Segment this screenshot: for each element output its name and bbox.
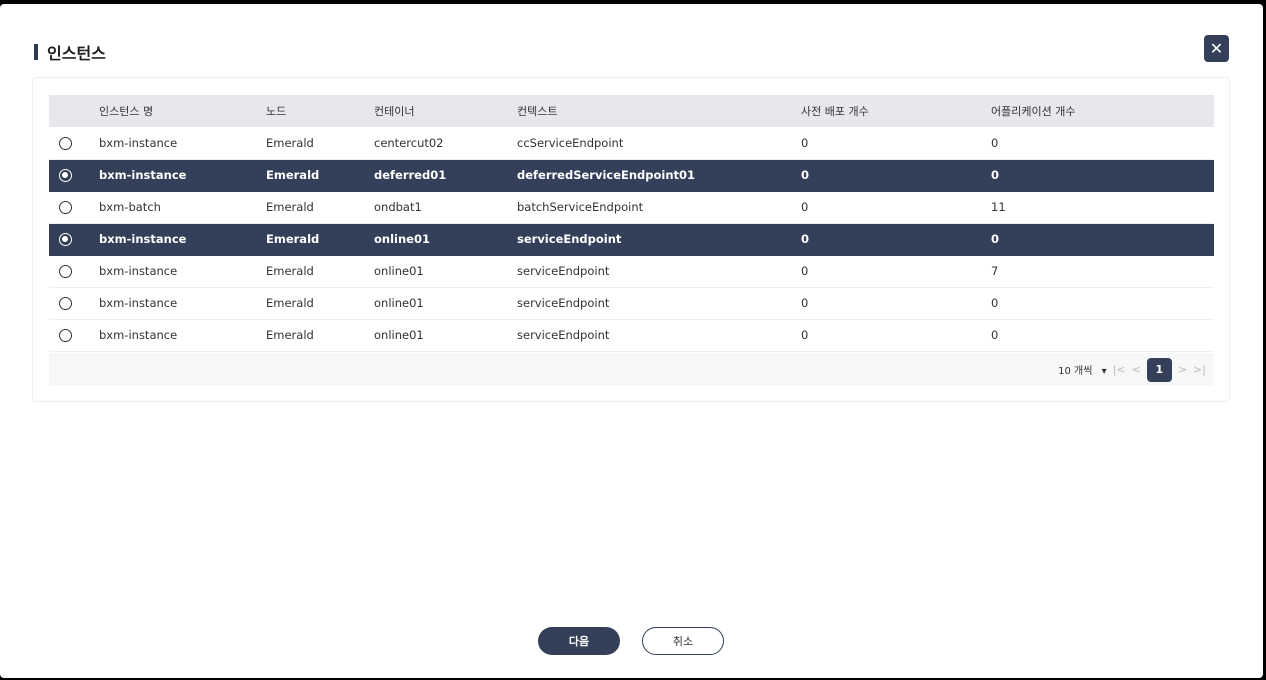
cell-node: Emerald [266,159,374,192]
cell-context: batchServiceEndpoint [517,191,801,224]
page-size-select[interactable]: 10 개씩 ▾ [1058,362,1107,377]
caret-down-icon: ▾ [1101,366,1107,377]
cell-instance-name: bxm-instance [99,159,266,192]
last-page-icon[interactable]: >| [1193,363,1206,376]
title-text: 인스턴스 [47,44,106,63]
cell-container: ondbat1 [374,191,517,224]
radio-button[interactable] [59,265,72,278]
cell-predeploy-count: 0 [801,191,991,224]
instance-table: 인스턴스 명 노드 컨테이너 컨텍스트 사전 배포 개수 어플리케이션 개수 b… [49,95,1214,352]
cancel-button[interactable]: 취소 [642,627,724,655]
radio-cell[interactable] [49,319,99,352]
cell-predeploy-count: 0 [801,255,991,288]
cell-app-count: 0 [991,159,1214,192]
radio-cell[interactable] [49,287,99,320]
cell-node: Emerald [266,255,374,288]
title-bar [34,44,38,60]
radio-button[interactable] [59,297,72,310]
cell-predeploy-count: 0 [801,159,991,192]
header-instance-name: 인스턴스 명 [99,95,266,127]
radio-cell[interactable] [49,159,99,192]
prev-page-icon[interactable]: < [1131,363,1141,376]
cell-app-count: 11 [991,191,1214,224]
pagination: 10 개씩 ▾ |< < 1 > >| [49,353,1214,386]
first-page-icon[interactable]: |< [1112,363,1126,376]
page-size-label: 10 개씩 [1058,366,1093,377]
cell-context: serviceEndpoint [517,255,801,288]
radio-button[interactable] [59,169,72,182]
cell-node: Emerald [266,127,374,160]
cell-instance-name: bxm-instance [99,255,266,288]
cell-instance-name: bxm-instance [99,223,266,256]
table-header: 인스턴스 명 노드 컨테이너 컨텍스트 사전 배포 개수 어플리케이션 개수 [49,95,1214,127]
header-node: 노드 [266,95,374,127]
cell-container: centercut02 [374,127,517,160]
cell-context: serviceEndpoint [517,319,801,352]
cell-instance-name: bxm-batch [99,191,266,224]
cell-context: deferredServiceEndpoint01 [517,159,801,192]
cell-container: deferred01 [374,159,517,192]
cell-container: online01 [374,255,517,288]
dialog-title: 인스턴스 [34,40,106,64]
header-predeploy-count: 사전 배포 개수 [801,95,991,127]
cell-predeploy-count: 0 [801,223,991,256]
cell-context: ccServiceEndpoint [517,127,801,160]
table-row[interactable]: bxm-instance Emerald centercut02 ccServiceE… [49,127,1214,160]
table-row[interactable]: bxm-instance Emerald online01 serviceEndpoi… [49,319,1214,352]
radio-button[interactable] [59,201,72,214]
header-select [49,95,99,127]
table-row[interactable]: bxm-batch Emerald ondbat1 batchServiceEndpo… [49,191,1214,224]
cell-predeploy-count: 0 [801,127,991,160]
cell-container: online01 [374,319,517,352]
radio-cell[interactable] [49,223,99,256]
table-row[interactable]: bxm-instance Emerald online01 serviceEndpoi… [49,287,1214,320]
close-icon: ✕ [1209,39,1224,58]
instance-dialog: 인스턴스 ✕ 인스턴스 명 노드 컨테이너 컨텍스트 사전 배포 개수 어플리케… [0,4,1263,678]
radio-cell[interactable] [49,127,99,160]
cell-container: online01 [374,223,517,256]
cell-node: Emerald [266,287,374,320]
radio-cell[interactable] [49,255,99,288]
cell-context: serviceEndpoint [517,223,801,256]
table-row[interactable]: bxm-instance Emerald deferred01 deferredSer… [49,159,1214,192]
radio-cell[interactable] [49,191,99,224]
cell-app-count: 7 [991,255,1214,288]
cell-container: online01 [374,287,517,320]
cell-predeploy-count: 0 [801,287,991,320]
header-container: 컨테이너 [374,95,517,127]
table-row[interactable]: bxm-instance Emerald online01 serviceEndpoi… [49,223,1214,256]
cell-node: Emerald [266,191,374,224]
next-button[interactable]: 다음 [538,627,620,655]
cell-app-count: 0 [991,223,1214,256]
cell-instance-name: bxm-instance [99,127,266,160]
cell-app-count: 0 [991,287,1214,320]
next-page-icon[interactable]: > [1177,363,1188,376]
cell-app-count: 0 [991,127,1214,160]
cell-app-count: 0 [991,319,1214,352]
cell-instance-name: bxm-instance [99,287,266,320]
close-button[interactable]: ✕ [1204,35,1229,62]
cell-instance-name: bxm-instance [99,319,266,352]
header-context: 컨텍스트 [517,95,801,127]
radio-button[interactable] [59,136,72,150]
cell-predeploy-count: 0 [801,319,991,352]
table-row[interactable]: bxm-instance Emerald online01 serviceEndpoi… [49,255,1214,288]
cell-node: Emerald [266,319,374,352]
cell-context: serviceEndpoint [517,287,801,320]
radio-button[interactable] [59,329,72,342]
header-app-count: 어플리케이션 개수 [991,95,1214,127]
instance-table-card: 인스턴스 명 노드 컨테이너 컨텍스트 사전 배포 개수 어플리케이션 개수 b… [32,77,1230,402]
cell-node: Emerald [266,223,374,256]
page-1-button[interactable]: 1 [1146,357,1172,382]
radio-button[interactable] [59,233,72,246]
